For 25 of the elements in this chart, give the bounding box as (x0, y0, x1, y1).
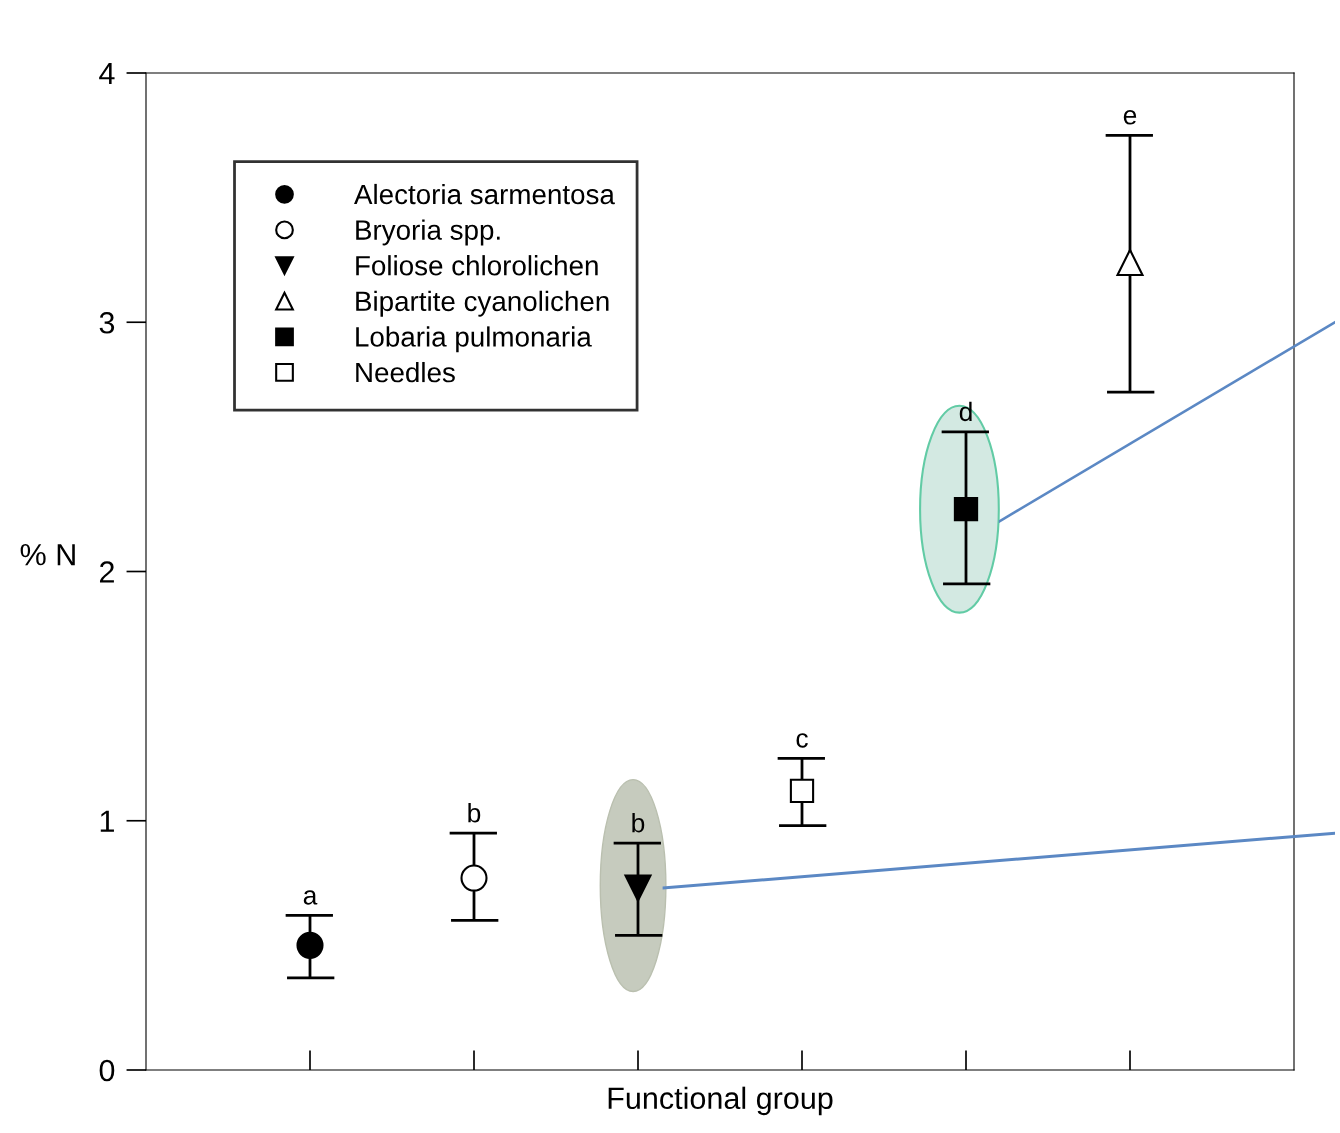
annotation: a (303, 890, 318, 905)
annotation: d (959, 401, 972, 422)
y-tick-label: 1 (100, 810, 114, 832)
legend-label: Needles (356, 361, 455, 383)
y-tick-label: 4 (99, 63, 115, 85)
annotation: e (1123, 110, 1137, 125)
legend-label: Alectoria sarmentosa (354, 183, 615, 205)
legend-label: Foliose chlorolichen (356, 255, 598, 276)
y-axis-title: % N (20, 543, 75, 566)
annotation: b (632, 813, 645, 833)
point (1116, 248, 1144, 276)
point (789, 778, 815, 803)
point (296, 931, 324, 959)
point (953, 497, 979, 522)
point (624, 874, 652, 902)
y-tick-label: 3 (99, 311, 115, 334)
y-tick-label: 0 (99, 1059, 115, 1082)
x-axis-title: Functional group (608, 1086, 833, 1116)
annotation: c (796, 733, 808, 748)
point (460, 864, 488, 892)
legend-label: Bryoria spp. (356, 219, 500, 246)
legend-label: Bipartite cyanolichen (356, 290, 609, 317)
legend-label: Lobaria pulmonaria (356, 326, 592, 353)
y-tick-label: 2 (99, 561, 114, 583)
annotation: b (468, 803, 481, 823)
